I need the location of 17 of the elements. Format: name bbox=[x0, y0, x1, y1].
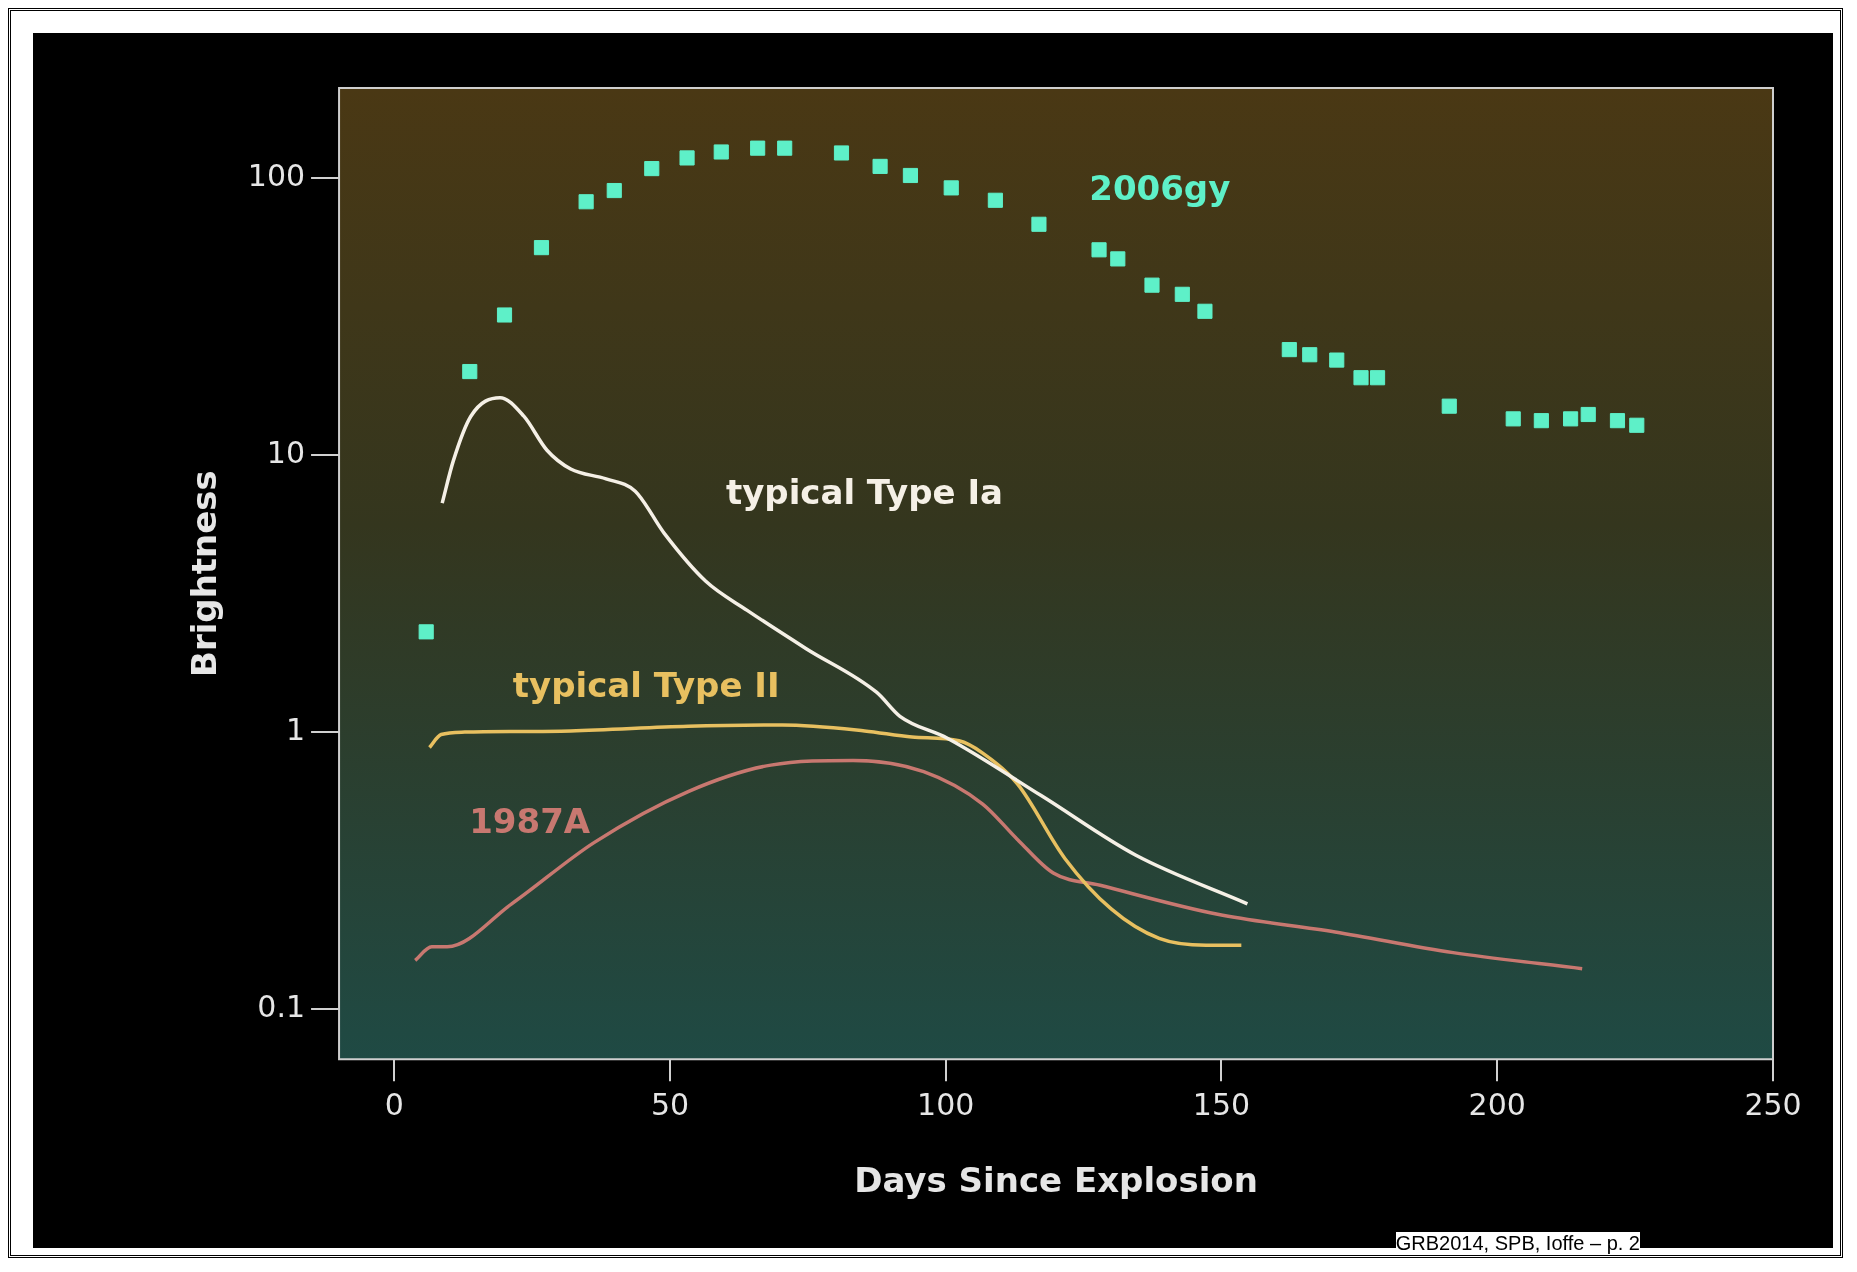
series-label: 1987A bbox=[469, 800, 591, 841]
y-axis-title: Brightness bbox=[184, 470, 225, 678]
x-tick-label: 150 bbox=[1192, 1087, 1251, 1122]
series-label: typical Type II bbox=[512, 665, 780, 706]
y-tick-label: 10 bbox=[266, 434, 306, 470]
x-tick-label: 100 bbox=[917, 1087, 975, 1122]
y-tick-label: 1 bbox=[285, 711, 306, 747]
x-tick-label: 250 bbox=[1744, 1087, 1802, 1122]
y-tick-label: 100 bbox=[247, 157, 306, 193]
x-tick-label: 0 bbox=[384, 1087, 404, 1122]
text: GRB2014, SPB, Ioffe – p. 2 bbox=[1395, 1232, 1640, 1254]
series-label: typical Type Ia bbox=[725, 472, 1004, 513]
x-tick-label: 200 bbox=[1468, 1087, 1526, 1122]
series-label: 2006gy bbox=[1089, 167, 1231, 208]
y-tick-label: 0.1 bbox=[257, 988, 306, 1024]
x-tick-label: 50 bbox=[650, 1087, 690, 1122]
x-axis-title: Days Since Explosion bbox=[854, 1160, 1258, 1201]
